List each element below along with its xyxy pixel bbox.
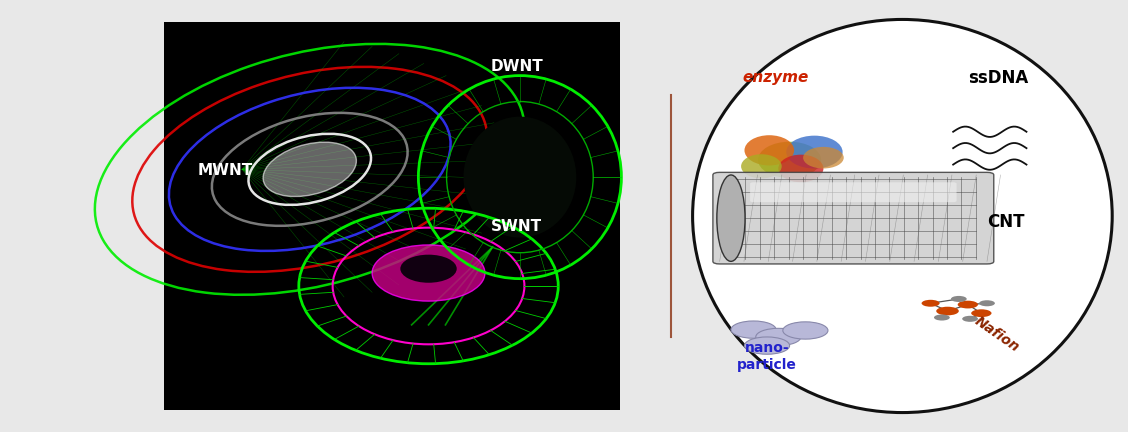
Circle shape: [731, 321, 776, 338]
Bar: [164, 22, 620, 410]
Circle shape: [958, 301, 978, 308]
Text: nano-
particle: nano- particle: [737, 341, 797, 372]
Circle shape: [922, 300, 940, 307]
Circle shape: [783, 322, 828, 339]
Circle shape: [934, 314, 950, 321]
Text: DWNT: DWNT: [491, 60, 544, 74]
Ellipse shape: [400, 255, 457, 283]
Circle shape: [744, 337, 790, 354]
Ellipse shape: [464, 117, 576, 238]
Text: Nafion: Nafion: [972, 314, 1022, 355]
Text: SWNT: SWNT: [491, 219, 541, 234]
FancyBboxPatch shape: [750, 182, 957, 202]
Ellipse shape: [693, 19, 1112, 413]
Circle shape: [979, 300, 995, 306]
Ellipse shape: [717, 175, 746, 261]
Ellipse shape: [758, 142, 821, 178]
Ellipse shape: [803, 147, 844, 168]
Text: ssDNA: ssDNA: [968, 69, 1028, 87]
Text: MWNT: MWNT: [197, 163, 253, 178]
Ellipse shape: [778, 155, 823, 182]
FancyBboxPatch shape: [713, 172, 994, 264]
Ellipse shape: [741, 154, 782, 178]
Circle shape: [936, 307, 959, 315]
Text: enzyme: enzyme: [742, 70, 809, 85]
Ellipse shape: [263, 142, 356, 197]
Ellipse shape: [786, 136, 843, 168]
Circle shape: [971, 309, 992, 317]
Ellipse shape: [372, 245, 485, 301]
Text: CNT: CNT: [987, 213, 1024, 232]
Circle shape: [962, 316, 978, 322]
Circle shape: [951, 296, 967, 302]
Ellipse shape: [744, 135, 794, 165]
Circle shape: [756, 328, 801, 346]
